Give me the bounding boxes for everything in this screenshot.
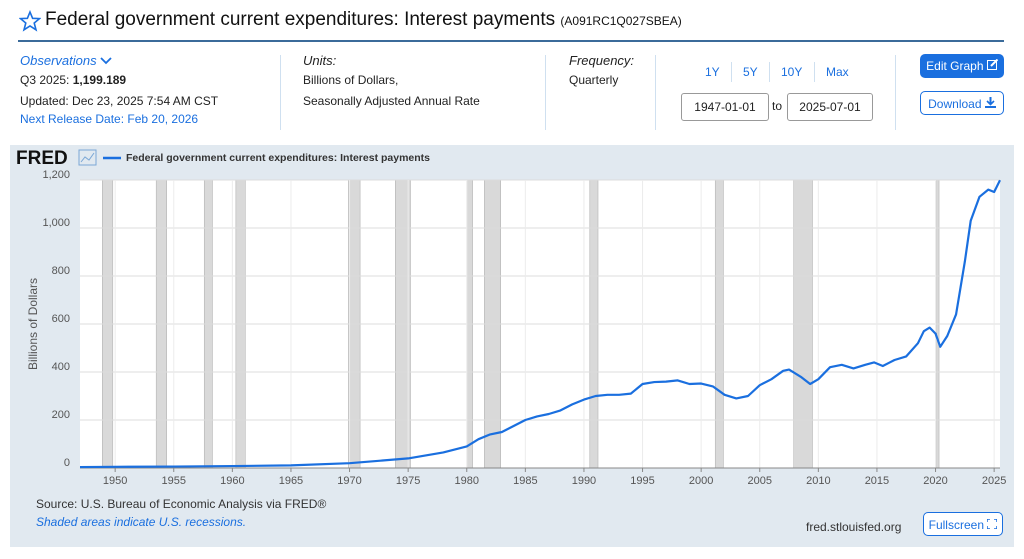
fullscreen-icon <box>986 518 999 530</box>
period: Q3 2025: <box>20 73 70 87</box>
range-button[interactable]: 10Y <box>781 65 803 79</box>
next-release[interactable]: Next Release Date: Feb 20, 2026 <box>20 112 199 126</box>
units-label: Units: <box>303 53 337 68</box>
fullscreen-label: Fullscreen <box>928 518 984 532</box>
x-tick-label: 1970 <box>337 475 361 487</box>
divider <box>895 55 896 130</box>
units-line: Seasonally Adjusted Annual Rate <box>303 94 480 108</box>
divider <box>731 62 732 82</box>
download-icon <box>984 97 996 108</box>
divider <box>545 55 546 130</box>
frequency-label: Frequency: <box>569 53 635 68</box>
y-tick-label: 800 <box>52 265 70 277</box>
end-date-input[interactable]: 2025-07-01 <box>787 93 873 121</box>
x-tick-label: 1975 <box>396 475 420 487</box>
x-tick-label: 1980 <box>455 475 479 487</box>
observations-toggle[interactable]: Observations <box>20 53 112 68</box>
series-line <box>79 179 1001 469</box>
y-tick-label: 1,200 <box>42 169 70 181</box>
observation-value: 1,199.189 <box>72 73 127 87</box>
units-line: Billions of Dollars, <box>303 73 399 87</box>
y-tick-label: 400 <box>52 361 70 373</box>
x-tick-label: 1955 <box>162 475 186 487</box>
series-id: (A091RC1Q027SBEA) <box>560 14 682 28</box>
date-separator: to <box>772 99 783 113</box>
logo-icon <box>80 152 95 163</box>
frequency-value: Quarterly <box>569 73 619 87</box>
range-button[interactable]: Max <box>826 65 849 79</box>
x-tick-label: 2000 <box>689 475 713 487</box>
title-text: Federal government current expenditures:… <box>45 9 556 30</box>
fred-logo: FRED <box>16 148 68 169</box>
y-tick-label: 0 <box>64 457 70 469</box>
x-tick-label: 2005 <box>748 475 772 487</box>
y-tick-label: 1,000 <box>42 217 70 229</box>
y-tick-label: 200 <box>52 409 70 421</box>
star-icon[interactable] <box>19 10 41 32</box>
divider <box>769 62 770 82</box>
x-tick-label: 1990 <box>572 475 596 487</box>
start-date-input[interactable]: 1947-01-01 <box>681 93 769 121</box>
divider <box>814 62 815 82</box>
legend-label: Federal government current expenditures:… <box>126 152 430 164</box>
observations-label: Observations <box>20 53 97 68</box>
updated: Updated: Dec 23, 2025 7:54 AM CST <box>20 94 219 108</box>
recession-note: Shaded areas indicate U.S. recessions. <box>36 515 247 529</box>
edit-label: Edit Graph <box>926 59 984 73</box>
range-button[interactable]: 5Y <box>743 65 758 79</box>
logo-icon <box>78 149 97 166</box>
edit-graph-button[interactable]: Edit Graph <box>920 54 1004 78</box>
fullscreen-button[interactable]: Fullscreen <box>923 512 1003 536</box>
latest-observation: Q3 2025: 1,199.189 <box>20 73 126 87</box>
source: Source: U.S. Bureau of Economic Analysis… <box>36 497 327 511</box>
edit-icon <box>986 58 999 70</box>
y-tick-label: 600 <box>52 313 70 325</box>
divider <box>280 55 281 130</box>
title: Federal government current expenditures:… <box>45 9 682 31</box>
download-label: Download <box>928 97 982 111</box>
x-tick-label: 1995 <box>630 475 654 487</box>
divider <box>655 55 656 130</box>
x-tick-label: 2010 <box>806 475 830 487</box>
x-tick-label: 2020 <box>923 475 947 487</box>
y-axis-label: Billions of Dollars <box>26 278 40 370</box>
x-tick-label: 1960 <box>220 475 244 487</box>
x-tick-label: 1950 <box>103 475 127 487</box>
download-button[interactable]: Download <box>920 91 1004 115</box>
x-tick-label: 1985 <box>513 475 537 487</box>
x-tick-label: 2025 <box>982 475 1006 487</box>
x-tick-label: 1965 <box>279 475 303 487</box>
header-rule <box>18 40 1004 42</box>
site: fred.stlouisfed.org <box>806 520 902 534</box>
chevron <box>100 57 112 65</box>
range-button[interactable]: 1Y <box>705 65 720 79</box>
x-tick-label: 2015 <box>865 475 889 487</box>
